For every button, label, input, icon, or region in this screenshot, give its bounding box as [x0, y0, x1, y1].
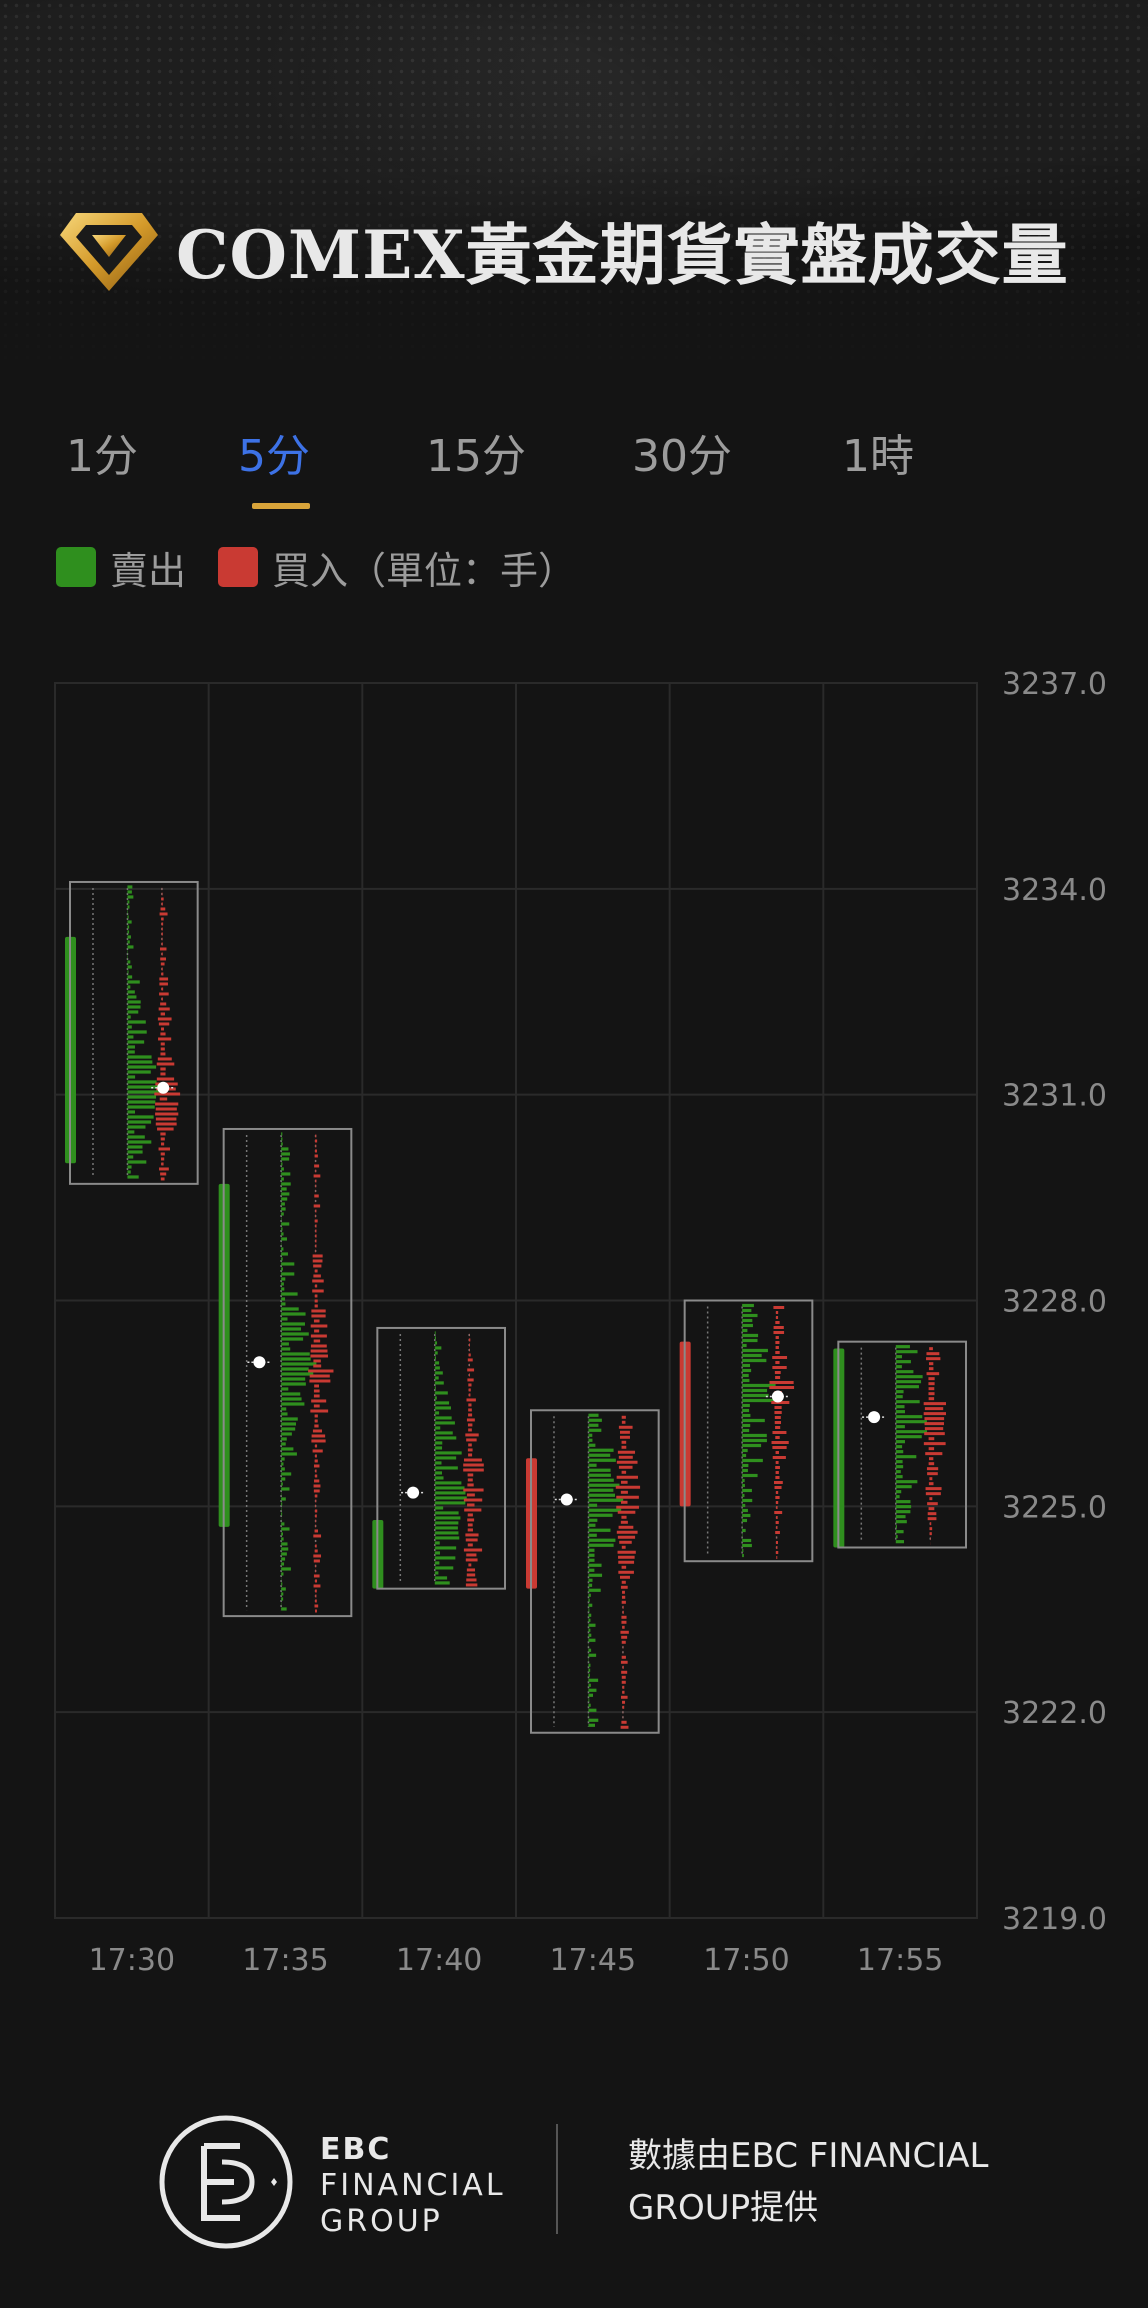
footprint-box — [222, 1127, 353, 1618]
legend-buy: 買入（單位：手） — [218, 540, 576, 595]
timeframe-tabs: 1分 5分 15分 30分 1時 — [0, 420, 1000, 520]
poc-marker — [253, 1356, 266, 1369]
x-tick-label: 17:30 — [89, 1943, 175, 1978]
y-tick-label: 3234.0 — [1002, 873, 1107, 908]
footer-divider — [556, 2124, 558, 2234]
tab-1min[interactable]: 1分 — [66, 431, 138, 482]
tab-1hour[interactable]: 1時 — [842, 431, 914, 482]
x-tick-label: 17:45 — [550, 1943, 636, 1978]
legend: 賣出 買入（單位：手） — [56, 540, 608, 595]
footprint-box — [69, 880, 199, 1185]
page-title: COMEX黃金期貨實盤成交量 — [176, 216, 1069, 294]
x-tick-label: 17:50 — [703, 1943, 789, 1978]
poc-marker — [560, 1493, 573, 1506]
footprint-chart: 3237.0 3234.0 3231.0 3228.0 3225.0 3222.0 3219… — [54, 667, 1107, 1978]
gold-diamond-icon — [60, 213, 158, 291]
x-tick-label: 17:40 — [396, 1943, 482, 1978]
footprint-box — [530, 1409, 660, 1734]
y-tick-label: 3222.0 — [1002, 1696, 1107, 1731]
tab-15min[interactable]: 15分 — [426, 431, 526, 482]
legend-buy-label: 買入（單位：手） — [272, 548, 577, 593]
poc-marker — [868, 1411, 881, 1424]
active-tab-indicator — [252, 503, 310, 509]
footer: EBC FINANCIAL GROUP 數據由EBC FINANCIAL GRO… — [0, 2100, 1148, 2260]
footprint-box — [683, 1299, 814, 1563]
tab-5min[interactable]: 5分 — [238, 431, 310, 482]
poc-marker — [407, 1486, 420, 1499]
data-credit: 數據由EBC FINANCIAL GROUP提供 — [628, 2136, 989, 2228]
legend-sell-label: 賣出 — [110, 548, 187, 593]
y-tick-label: 3237.0 — [1002, 667, 1107, 702]
header-background — [0, 0, 1148, 380]
y-tick-label: 3219.0 — [1002, 1902, 1107, 1937]
y-tick-label: 3225.0 — [1002, 1490, 1107, 1525]
buy-swatch — [218, 547, 259, 587]
header: COMEX黃金期貨實盤成交量 — [58, 205, 1069, 295]
brand-line-2: FINANCIAL — [320, 2168, 506, 2203]
poc-marker — [771, 1390, 784, 1403]
poc-marker — [157, 1081, 170, 1094]
sell-swatch — [56, 547, 96, 587]
footprint-box — [376, 1326, 507, 1590]
x-tick-label: 17:35 — [242, 1943, 328, 1978]
legend-sell: 賣出 — [56, 540, 186, 595]
brand-line-3: GROUP — [320, 2204, 443, 2239]
x-tick-label: 17:55 — [857, 1943, 943, 1978]
ebc-logo-icon — [159, 2115, 293, 2249]
y-tick-label: 3231.0 — [1002, 1079, 1107, 1114]
brand-name: EBC FINANCIAL GROUP — [320, 2132, 506, 2240]
y-tick-label: 3228.0 — [1002, 1285, 1107, 1320]
tab-30min[interactable]: 30分 — [632, 431, 732, 482]
brand-line-1: EBC — [320, 2132, 392, 2167]
footprint-box — [837, 1340, 967, 1549]
